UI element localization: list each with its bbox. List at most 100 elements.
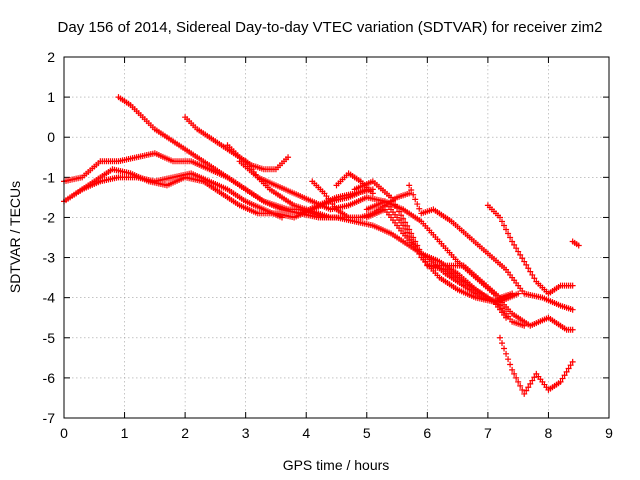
data-point	[507, 361, 514, 368]
data-point	[507, 234, 514, 241]
data-point	[394, 205, 401, 212]
data-point	[404, 229, 411, 236]
data-point	[559, 375, 566, 382]
data-point	[505, 230, 512, 237]
data-point	[561, 372, 568, 379]
y-tick-label: -1	[43, 169, 56, 185]
data-point	[410, 191, 417, 198]
series-arc-14	[400, 206, 576, 333]
series-arc-13	[363, 206, 510, 321]
data-point	[569, 358, 576, 365]
data-point	[396, 208, 403, 215]
series-arc-9	[333, 170, 376, 197]
data-point	[517, 251, 524, 258]
data-point	[529, 377, 536, 384]
data-point	[400, 215, 407, 222]
data-point	[517, 382, 524, 389]
y-tick-label: -6	[43, 370, 56, 386]
data-point	[519, 386, 526, 393]
y-axis-label: SDTVAR / TECUs	[7, 181, 23, 293]
data-point	[521, 322, 528, 329]
y-tick-label: 0	[47, 129, 55, 145]
y-tick-label: -3	[43, 250, 56, 266]
axis-ticks	[63, 56, 610, 419]
data-point	[505, 356, 512, 363]
tick-labels: 0 1 2 3 4 5 6 7 8 9 2 1 0 -1 -2 -3 -4 -5 -6 -7	[43, 49, 614, 441]
data-point	[388, 194, 394, 201]
chart-title: Day 156 of 2014, Sidereal Day-to-day VTE…	[58, 19, 603, 36]
data-point	[406, 190, 413, 197]
data-point	[569, 306, 576, 313]
data-point	[511, 370, 518, 377]
y-tick-label: -7	[43, 410, 56, 426]
data-point	[521, 258, 528, 265]
series-arc-3	[73, 166, 370, 221]
data-point	[398, 212, 405, 219]
data-point	[499, 340, 506, 347]
series-arc-18	[497, 334, 576, 397]
data-point	[501, 345, 508, 352]
x-tick-label: 2	[181, 425, 189, 441]
data-point	[497, 334, 503, 341]
data-point	[509, 290, 516, 297]
data-point	[497, 214, 503, 221]
data-point	[408, 187, 415, 194]
data-point	[369, 190, 376, 197]
data-point	[513, 374, 520, 381]
data-point	[529, 271, 536, 278]
data-point	[390, 197, 397, 204]
series-arc-15	[406, 182, 576, 313]
data-point	[569, 326, 576, 333]
data-point	[513, 245, 520, 252]
data-point	[569, 282, 576, 289]
data-point	[565, 365, 572, 372]
series-arc-12	[363, 198, 516, 305]
data-point	[523, 261, 530, 268]
plot-frame	[63, 56, 610, 419]
data-point	[515, 378, 522, 385]
data-point	[499, 218, 506, 225]
data-point	[531, 275, 538, 282]
data-point	[406, 182, 413, 189]
data-point	[567, 362, 574, 369]
data-point	[503, 350, 510, 357]
y-tick-label: -4	[43, 290, 56, 306]
x-tick-label: 0	[60, 425, 68, 441]
x-tick-label: 6	[423, 425, 431, 441]
y-tick-label: 1	[47, 89, 55, 105]
data-point	[412, 196, 419, 203]
x-tick-label: 8	[545, 425, 553, 441]
series-arc-16	[424, 262, 528, 329]
series-arc-19	[569, 238, 582, 249]
data-point	[392, 201, 399, 208]
data-point	[501, 222, 508, 229]
data-point	[509, 238, 516, 245]
series-arc-17	[484, 202, 576, 297]
grid-lines	[64, 57, 609, 418]
data-point	[400, 222, 407, 229]
data-point	[511, 241, 518, 248]
data-point	[503, 226, 510, 233]
data-point	[519, 255, 526, 262]
y-tick-label: 2	[47, 49, 55, 65]
x-tick-label: 3	[242, 425, 250, 441]
data-point	[414, 201, 421, 208]
y-tick-label: -5	[43, 330, 56, 346]
data-point	[402, 226, 409, 233]
data-point	[575, 242, 582, 249]
x-tick-label: 4	[302, 425, 310, 441]
x-tick-label: 7	[484, 425, 492, 441]
data-point	[515, 290, 522, 297]
data-point	[531, 374, 538, 381]
data-point	[523, 387, 530, 394]
data-point	[509, 366, 516, 373]
series-arc-11	[351, 178, 516, 301]
y-tick-label: -2	[43, 209, 56, 225]
x-tick-label: 1	[121, 425, 129, 441]
data-point	[515, 248, 522, 255]
data-point	[557, 378, 564, 385]
data-point	[525, 384, 532, 391]
data-point	[416, 205, 423, 212]
data-point	[527, 268, 534, 275]
